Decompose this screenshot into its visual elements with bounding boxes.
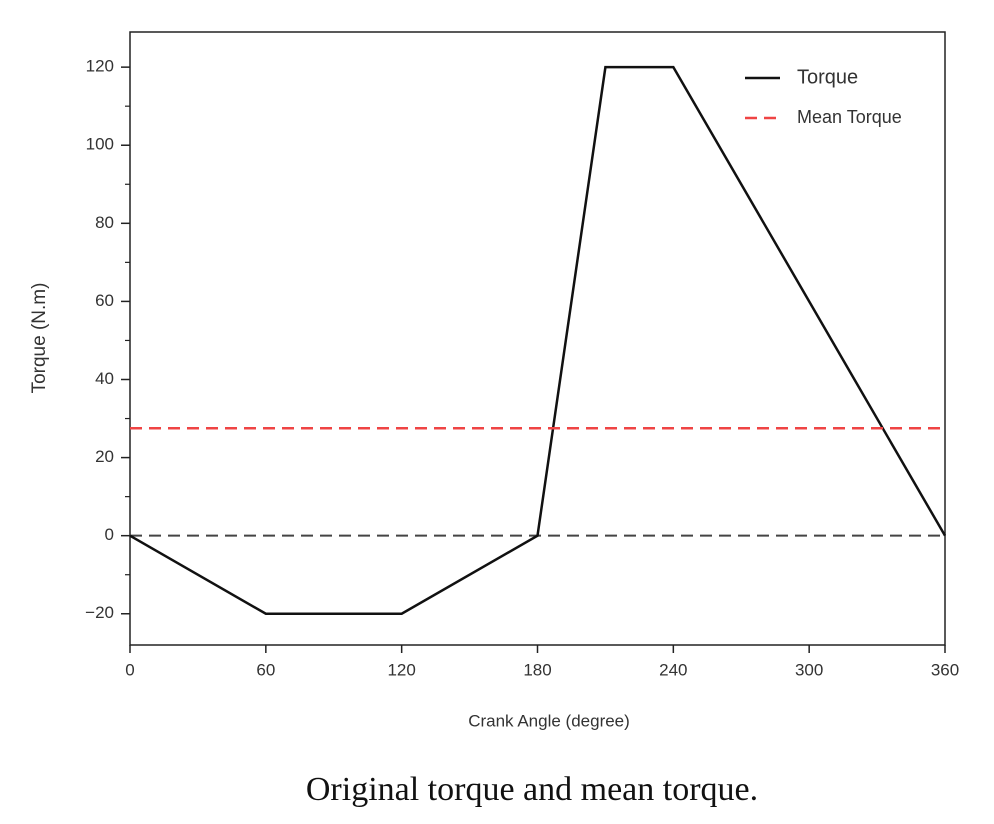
y-tick-label: 120 xyxy=(86,57,114,76)
legend-label: Torque xyxy=(797,66,858,88)
y-tick-label: 20 xyxy=(95,447,114,466)
y-tick-label: −20 xyxy=(85,603,114,622)
x-tick-label: 0 xyxy=(125,660,134,679)
legend-label: Mean Torque xyxy=(797,107,902,127)
x-tick-label: 360 xyxy=(931,660,959,679)
y-tick-label: 100 xyxy=(86,135,114,154)
y-tick-label: 40 xyxy=(95,369,114,388)
x-tick-label: 60 xyxy=(256,660,275,679)
series-line xyxy=(129,65,947,616)
x-tick-label: 300 xyxy=(795,660,823,679)
y-axis-label: Torque (N.m) xyxy=(29,283,50,394)
x-axis-label: Crank Angle (degree) xyxy=(468,711,630,730)
x-tick-label: 180 xyxy=(523,660,551,679)
y-tick-label: 80 xyxy=(95,213,114,232)
y-tick-label: 60 xyxy=(95,291,114,310)
caption: Original torque and mean torque. xyxy=(306,771,758,808)
y-tick-label: 0 xyxy=(105,525,114,544)
x-tick-label: 120 xyxy=(387,660,415,679)
x-tick-label: 240 xyxy=(659,660,687,679)
